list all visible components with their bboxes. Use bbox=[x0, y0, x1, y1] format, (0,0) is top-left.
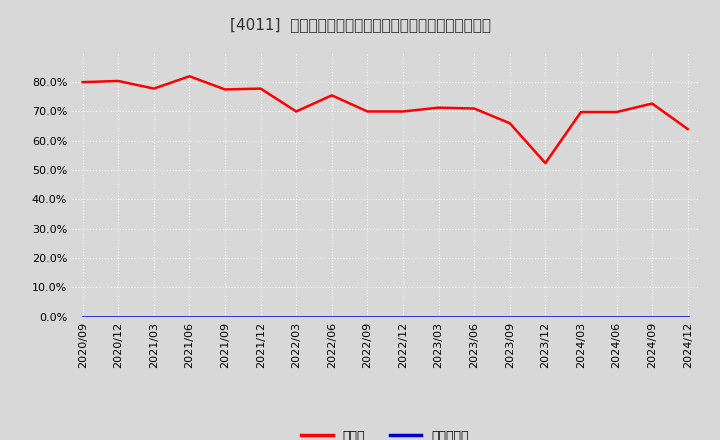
現預金 bbox=[648, 101, 657, 106]
現預金 bbox=[612, 110, 621, 115]
有利子負債 bbox=[328, 314, 336, 319]
現預金 bbox=[78, 80, 87, 85]
現預金 bbox=[541, 161, 549, 166]
有利子負債 bbox=[185, 314, 194, 319]
有利子負債 bbox=[78, 314, 87, 319]
有利子負債 bbox=[541, 314, 549, 319]
有利子負債 bbox=[292, 314, 300, 319]
有利子負債 bbox=[612, 314, 621, 319]
現預金 bbox=[221, 87, 230, 92]
有利子負債 bbox=[399, 314, 408, 319]
現預金 bbox=[150, 86, 158, 91]
現預金 bbox=[185, 73, 194, 79]
有利子負債 bbox=[434, 314, 443, 319]
有利子負債 bbox=[256, 314, 265, 319]
有利子負債 bbox=[363, 314, 372, 319]
有利子負債 bbox=[114, 314, 122, 319]
有利子負債 bbox=[505, 314, 514, 319]
Legend: 現預金, 有利子負債: 現預金, 有利子負債 bbox=[297, 425, 474, 440]
現預金 bbox=[470, 106, 479, 111]
有利子負債 bbox=[648, 314, 657, 319]
有利子負債 bbox=[683, 314, 692, 319]
Line: 現預金: 現預金 bbox=[83, 76, 688, 163]
有利子負債 bbox=[150, 314, 158, 319]
有利子負債 bbox=[221, 314, 230, 319]
有利子負債 bbox=[470, 314, 479, 319]
現預金 bbox=[292, 109, 300, 114]
Text: [4011]  現預金、有利子負債の総資産に対する比率の推移: [4011] 現預金、有利子負債の総資産に対する比率の推移 bbox=[230, 18, 490, 33]
現預金 bbox=[399, 109, 408, 114]
現預金 bbox=[577, 110, 585, 115]
現預金 bbox=[434, 105, 443, 110]
現預金 bbox=[683, 126, 692, 132]
有利子負債 bbox=[577, 314, 585, 319]
現預金 bbox=[328, 93, 336, 98]
現預金 bbox=[256, 86, 265, 91]
現預金 bbox=[114, 78, 122, 84]
現預金 bbox=[363, 109, 372, 114]
現預金 bbox=[505, 121, 514, 126]
